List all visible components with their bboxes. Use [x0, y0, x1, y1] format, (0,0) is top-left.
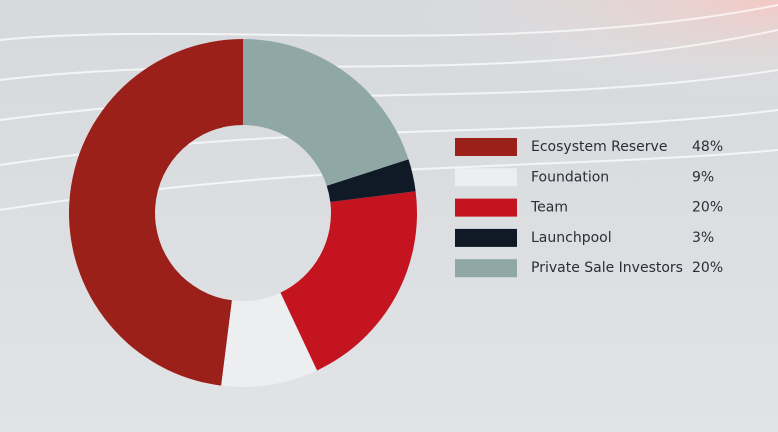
- slice: [221, 292, 318, 388]
- legend-value: 9%: [692, 169, 714, 185]
- legend-label: Team: [530, 200, 568, 216]
- legend-label: Private Sale Investors: [531, 260, 683, 276]
- legend-swatch: [455, 228, 517, 247]
- slice: [68, 39, 244, 386]
- donut: [68, 39, 417, 388]
- legend-label: Ecosystem Reserve: [531, 139, 667, 155]
- legend-swatch: [455, 138, 517, 156]
- legend-swatch: [455, 168, 517, 187]
- slice: [326, 159, 416, 202]
- slice: [280, 191, 417, 371]
- legend-label: Foundation: [531, 169, 609, 185]
- legend-label: Launchpool: [531, 230, 612, 246]
- legend-value: 3%: [692, 230, 714, 246]
- legend-value: 48%: [692, 139, 723, 155]
- legend-swatch: [455, 259, 517, 278]
- legend-value: 20%: [692, 260, 723, 276]
- legend-value: 20%: [692, 200, 723, 216]
- slice: [243, 39, 409, 186]
- legend: Ecosystem Reserve 48% Foundation 9% Team 20% L…: [455, 138, 723, 278]
- legend-swatch: [455, 198, 517, 217]
